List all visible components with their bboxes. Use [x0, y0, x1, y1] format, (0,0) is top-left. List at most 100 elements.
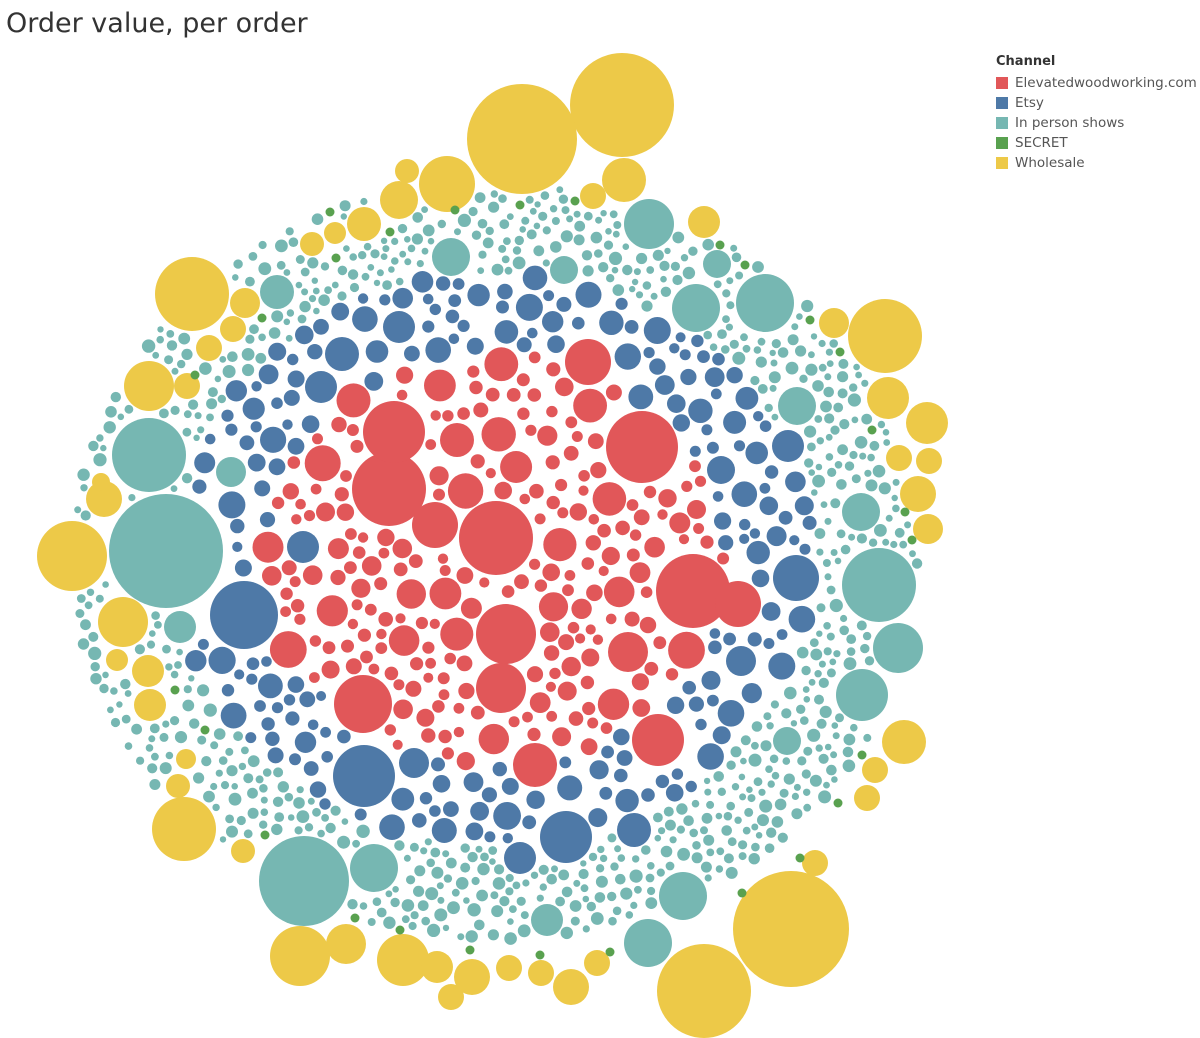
bubble-elevatedwoodworking[interactable]	[558, 634, 575, 651]
bubble-in-person-shows[interactable]	[231, 783, 238, 790]
bubble-in-person-shows[interactable]	[647, 886, 656, 896]
bubble-in-person-shows[interactable]	[165, 663, 173, 671]
bubble-in-person-shows[interactable]	[814, 415, 823, 423]
bubble-etsy[interactable]	[494, 320, 519, 344]
bubble-in-person-shows[interactable]	[582, 925, 590, 933]
bubble-in-person-shows[interactable]	[124, 742, 133, 750]
bubble-elevatedwoodworking[interactable]	[601, 546, 620, 566]
bubble-in-person-shows[interactable]	[740, 333, 748, 342]
bubble-in-person-shows[interactable]	[825, 433, 833, 441]
bubble-elevatedwoodworking[interactable]	[678, 534, 690, 545]
bubble-in-person-shows[interactable]	[295, 281, 303, 289]
bubble-elevatedwoodworking[interactable]	[485, 468, 496, 479]
bubble-in-person-shows[interactable]	[801, 299, 814, 313]
bubble-etsy[interactable]	[516, 337, 532, 353]
bubble-etsy[interactable]	[457, 319, 470, 332]
bubble-etsy[interactable]	[419, 792, 433, 805]
bubble-in-person-shows[interactable]	[149, 630, 156, 637]
bubble-in-person-shows[interactable]	[556, 186, 564, 194]
bubble-elevatedwoodworking[interactable]	[459, 501, 533, 575]
bubble-elevatedwoodworking[interactable]	[429, 577, 462, 610]
bubble-etsy[interactable]	[763, 638, 775, 649]
bubble-elevatedwoodworking[interactable]	[668, 631, 705, 669]
bubble-in-person-shows[interactable]	[808, 469, 815, 476]
bubble-etsy[interactable]	[287, 437, 305, 455]
bubble-etsy[interactable]	[250, 421, 262, 433]
bubble-in-person-shows[interactable]	[622, 243, 630, 250]
bubble-in-person-shows[interactable]	[598, 262, 609, 273]
bubble-in-person-shows[interactable]	[837, 444, 848, 456]
bubble-in-person-shows[interactable]	[258, 240, 267, 250]
bubble-in-person-shows[interactable]	[425, 887, 439, 901]
bubble-elevatedwoodworking[interactable]	[470, 454, 485, 469]
bubble-in-person-shows[interactable]	[862, 631, 872, 641]
bubble-in-person-shows[interactable]	[424, 838, 432, 846]
bubble-in-person-shows[interactable]	[899, 540, 908, 549]
bubble-in-person-shows[interactable]	[799, 374, 808, 383]
bubble-in-person-shows[interactable]	[647, 862, 655, 870]
bubble-in-person-shows[interactable]	[157, 326, 164, 333]
bubble-in-person-shows[interactable]	[539, 883, 547, 891]
bubble-in-person-shows[interactable]	[546, 873, 557, 885]
bubble-in-person-shows[interactable]	[242, 363, 255, 377]
bubble-in-person-shows[interactable]	[304, 823, 314, 832]
bubble-in-person-shows[interactable]	[796, 646, 809, 659]
bubble-in-person-shows[interactable]	[401, 899, 415, 912]
bubble-in-person-shows[interactable]	[660, 845, 673, 858]
bubble-in-person-shows[interactable]	[771, 339, 781, 349]
bubble-elevatedwoodworking[interactable]	[433, 488, 445, 501]
bubble-etsy[interactable]	[493, 802, 521, 830]
bubble-elevatedwoodworking[interactable]	[470, 705, 485, 720]
legend-item-secret[interactable]: SECRET	[996, 133, 1196, 153]
bubble-in-person-shows[interactable]	[383, 916, 396, 929]
bubble-etsy[interactable]	[680, 368, 697, 386]
bubble-elevatedwoodworking[interactable]	[456, 655, 473, 672]
bubble-in-person-shows[interactable]	[767, 780, 775, 788]
bubble-in-person-shows[interactable]	[233, 731, 244, 742]
bubble-etsy[interactable]	[245, 732, 257, 744]
bubble-etsy[interactable]	[572, 316, 585, 330]
bubble-in-person-shows[interactable]	[721, 825, 732, 836]
bubble-in-person-shows[interactable]	[512, 881, 521, 890]
bubble-elevatedwoodworking[interactable]	[294, 613, 306, 625]
bubble-etsy[interactable]	[712, 352, 725, 366]
bubble-etsy[interactable]	[432, 775, 451, 793]
bubble-wholesale[interactable]	[886, 445, 912, 471]
bubble-in-person-shows[interactable]	[437, 219, 446, 229]
bubble-in-person-shows[interactable]	[824, 573, 832, 581]
bubble-elevatedwoodworking[interactable]	[374, 577, 388, 591]
bubble-in-person-shows[interactable]	[782, 757, 791, 765]
bubble-in-person-shows[interactable]	[658, 827, 666, 835]
bubble-elevatedwoodworking[interactable]	[632, 714, 684, 766]
bubble-elevatedwoodworking[interactable]	[345, 658, 362, 675]
bubble-etsy[interactable]	[481, 787, 497, 803]
bubble-secret[interactable]	[570, 196, 580, 206]
bubble-in-person-shows[interactable]	[739, 793, 747, 801]
bubble-in-person-shows[interactable]	[147, 763, 158, 774]
bubble-in-person-shows[interactable]	[645, 873, 655, 883]
bubble-in-person-shows[interactable]	[882, 538, 890, 546]
bubble-in-person-shows[interactable]	[128, 494, 136, 502]
bubble-secret[interactable]	[715, 240, 725, 250]
bubble-in-person-shows[interactable]	[836, 479, 847, 490]
bubble-etsy[interactable]	[289, 753, 301, 766]
bubble-etsy[interactable]	[540, 811, 592, 863]
bubble-elevatedwoodworking[interactable]	[665, 668, 679, 681]
bubble-elevatedwoodworking[interactable]	[376, 628, 387, 640]
bubble-etsy[interactable]	[707, 456, 735, 484]
bubble-in-person-shows[interactable]	[738, 840, 748, 850]
bubble-secret[interactable]	[257, 313, 267, 323]
bubble-in-person-shows[interactable]	[193, 434, 200, 441]
bubble-in-person-shows[interactable]	[804, 458, 814, 468]
bubble-etsy[interactable]	[772, 430, 804, 462]
bubble-in-person-shows[interactable]	[430, 847, 441, 858]
bubble-etsy[interactable]	[669, 343, 680, 354]
bubble-etsy[interactable]	[559, 756, 572, 769]
bubble-secret[interactable]	[795, 853, 805, 863]
bubble-elevatedwoodworking[interactable]	[429, 466, 449, 486]
bubble-etsy[interactable]	[614, 768, 628, 783]
bubble-wholesale[interactable]	[134, 689, 166, 721]
bubble-elevatedwoodworking[interactable]	[546, 710, 558, 722]
bubble-etsy[interactable]	[287, 531, 319, 563]
bubble-in-person-shows[interactable]	[490, 891, 499, 900]
